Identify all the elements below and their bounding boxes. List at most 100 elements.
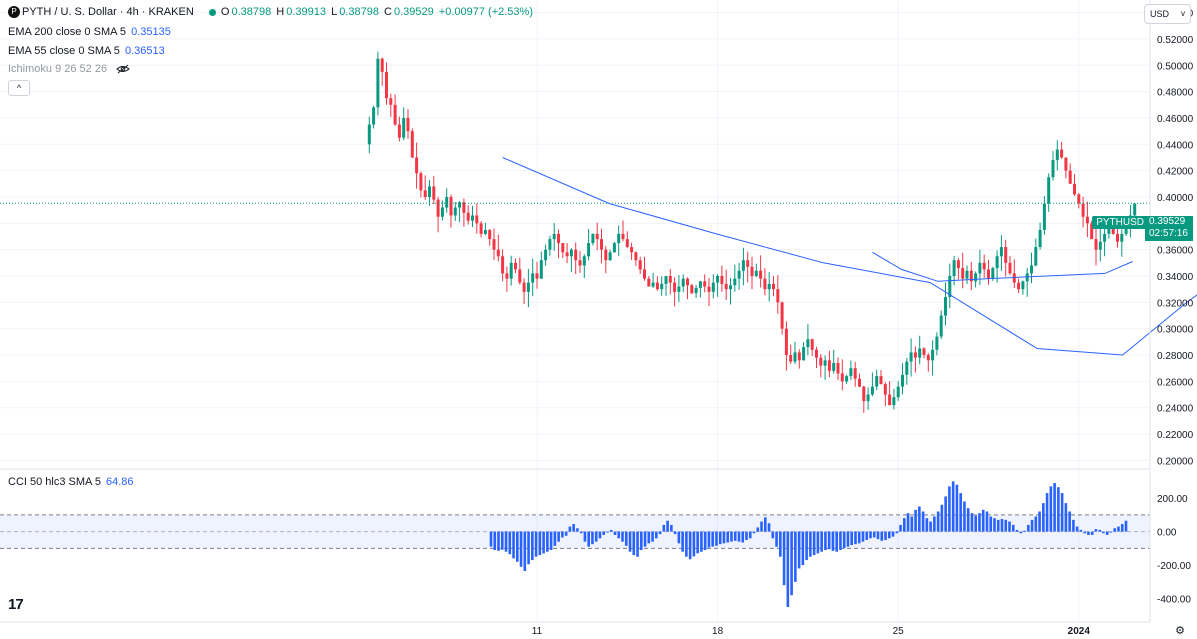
symbol-legend[interactable]: P PYTH / U. S. Dollar · 4h · KRAKEN O 0.38… [8, 6, 535, 19]
candle-body [1055, 149, 1059, 161]
cci-bar [576, 528, 579, 532]
cci-legend[interactable]: CCI 50 hlc3 SMA 5 64.86 [8, 476, 136, 488]
candle-body [918, 348, 922, 358]
cci-bar [733, 531, 737, 541]
candle-body [664, 276, 668, 284]
cci-bar [643, 531, 647, 547]
candle-body [905, 361, 909, 375]
candle-body [578, 260, 582, 266]
cci-bar [1098, 529, 1101, 532]
candle-body [797, 352, 801, 361]
cci-bar [959, 493, 962, 532]
cci-bar [647, 531, 651, 544]
market-status-icon [208, 8, 216, 16]
cci-bar [594, 531, 598, 542]
candle-body [776, 289, 780, 303]
cci-bar [887, 531, 891, 539]
ichimoku-legend[interactable]: Ichimoku 9 26 52 26 [8, 63, 130, 75]
candle-body [475, 215, 479, 224]
candle-body [445, 196, 449, 208]
symbol-title[interactable]: PYTH / U. S. Dollar · 4h · KRAKEN [22, 6, 194, 18]
candle-body [406, 117, 410, 132]
cci-bar [850, 531, 854, 545]
candle-body [471, 215, 474, 221]
candle-body [526, 282, 530, 292]
candle-body [862, 386, 866, 402]
candle-body [978, 262, 982, 274]
cci-bar [876, 531, 880, 540]
gear-icon[interactable]: ⚙ [1175, 625, 1185, 637]
ema200-value: 0.35135 [131, 26, 171, 38]
candle-body [845, 376, 849, 382]
candle-body [677, 286, 681, 292]
cci-tick-label: 0.00 [1157, 528, 1177, 539]
cci-bar [891, 531, 895, 537]
candle-body [888, 394, 892, 406]
candle-body [436, 199, 440, 217]
candle-body [1047, 177, 1051, 204]
cci-bar [970, 513, 974, 532]
price-tick-label: 0.30000 [1157, 325, 1194, 336]
cci-bar [974, 515, 978, 532]
candle-body [582, 256, 586, 266]
cci-bar [1102, 531, 1105, 534]
cci-axis[interactable]: 200.00 0.00 -200.00 -400.00 [1157, 494, 1191, 605]
candle-body [836, 362, 840, 374]
candle-body [522, 282, 526, 292]
candle-body [952, 260, 956, 277]
price-tick-label: 0.44000 [1157, 140, 1194, 151]
cci-bar [1072, 519, 1075, 532]
candle-body [840, 373, 844, 382]
candle-body [982, 262, 986, 270]
price-tick-label: 0.24000 [1157, 404, 1194, 415]
candle-body [849, 368, 853, 377]
cci-bar [760, 521, 763, 532]
cci-bar [609, 529, 613, 532]
chevron-down-icon: v [1181, 9, 1185, 18]
candle-body [956, 260, 960, 269]
cci-bar [546, 531, 549, 552]
cci-bar [685, 531, 688, 557]
candle-body [1021, 281, 1025, 290]
cci-bar [767, 523, 771, 532]
candle-body [767, 283, 771, 290]
hidden-eye-icon[interactable] [116, 64, 130, 74]
candle-body [1038, 229, 1042, 248]
price-tick-label: 0.48000 [1157, 88, 1194, 99]
ema55-legend[interactable]: EMA 55 close 0 SMA 5 0.36513 [8, 45, 167, 57]
candle-body [802, 347, 806, 361]
collapse-legend-button[interactable]: ^ [8, 80, 30, 96]
candle-body [634, 252, 638, 261]
candle-body [995, 256, 999, 269]
tradingview-logo-icon[interactable]: 17 [8, 596, 24, 613]
candle-body [759, 270, 763, 279]
candle-body [376, 58, 380, 108]
cci-bar [865, 531, 869, 540]
ema55-value: 0.36513 [124, 45, 165, 57]
candle-body [754, 270, 758, 277]
cci-bar [531, 531, 534, 561]
cci-bar [1019, 531, 1023, 534]
cci-bar [906, 513, 910, 532]
candle-body [402, 117, 406, 138]
cci-bar [745, 531, 748, 540]
cci-bar [985, 511, 989, 532]
candle-body [389, 98, 393, 105]
cci-bar [955, 484, 959, 532]
cci-bar [1045, 493, 1049, 532]
currency-selector[interactable]: USD v [1144, 4, 1191, 24]
candle-body [909, 352, 913, 362]
time-axis[interactable]: 11182520248152212:00 [532, 626, 1197, 637]
cci-bar [655, 531, 658, 539]
cci-bar [1038, 511, 1041, 532]
candle-body [1042, 203, 1046, 230]
open-value: 0.38798 [231, 6, 272, 18]
ema200-legend[interactable]: EMA 200 close 0 SMA 5 0.35135 [8, 26, 173, 38]
cci-bar [824, 531, 827, 551]
cci-bar [549, 531, 553, 551]
candle-body [483, 229, 487, 234]
candle-body [707, 286, 711, 292]
cci-bar [805, 531, 808, 561]
cci-bar [1105, 531, 1109, 535]
